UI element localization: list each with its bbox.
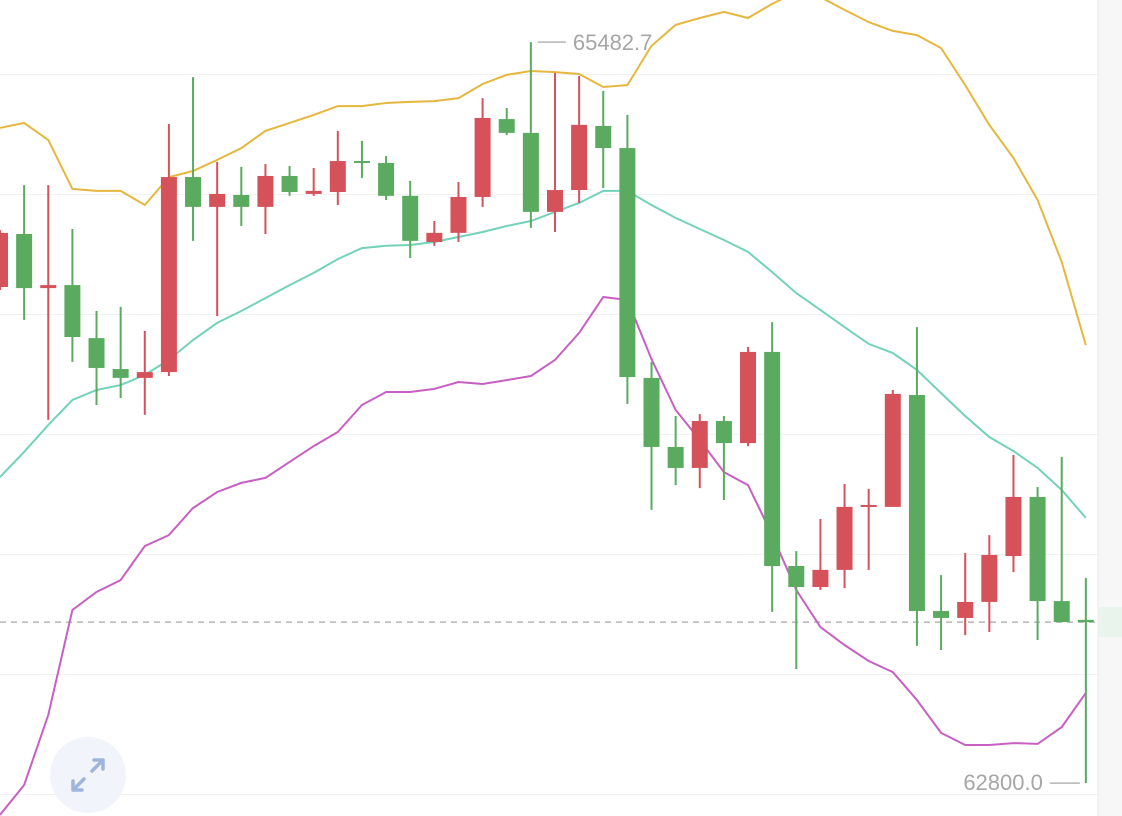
middle-band (0, 189, 1087, 519)
lower-band (0, 295, 1087, 816)
candle-body (136, 372, 153, 378)
candle-body (884, 393, 901, 507)
candle-body (740, 351, 757, 444)
candle-body (305, 190, 322, 194)
candle-body (691, 420, 708, 468)
candle-body (764, 351, 781, 567)
candle-body (1077, 619, 1094, 623)
candle-body (329, 161, 346, 192)
low-label: 62800.0 (963, 770, 1043, 795)
candle-body (981, 554, 998, 602)
expand-button[interactable] (50, 737, 126, 813)
candle-body (40, 285, 57, 289)
candle-body (1053, 601, 1070, 623)
candle-body (450, 196, 467, 233)
candle-body (715, 420, 732, 444)
candle-body (209, 193, 226, 207)
candle-body (522, 132, 539, 212)
candle-body (474, 117, 491, 197)
candle-body (426, 232, 443, 242)
candle-body (933, 611, 950, 618)
candle-body (498, 119, 515, 133)
expand-icon[interactable] (71, 758, 105, 792)
candle-body (571, 124, 588, 191)
candle-body (595, 125, 612, 149)
candle-body (788, 566, 805, 588)
candle-body (185, 177, 202, 207)
candle-body (64, 285, 81, 338)
current-price-tag (1099, 607, 1122, 638)
candle-body (1005, 496, 1022, 557)
candle-body (1029, 496, 1046, 602)
candle-body (257, 175, 274, 207)
candle-body (16, 233, 33, 289)
candle-body (908, 395, 925, 612)
candle-body (667, 446, 684, 468)
price-axis-panel (1098, 0, 1122, 816)
candle-body (112, 369, 129, 378)
candle-body (281, 175, 298, 192)
candle-body (353, 161, 370, 164)
candle-body (378, 162, 395, 196)
candle-body (88, 338, 105, 368)
candle-body (160, 177, 177, 373)
candle-body (233, 195, 250, 207)
candle-body (546, 190, 563, 212)
upper-band (0, 0, 1087, 346)
candle-body (0, 232, 8, 288)
candle-body (836, 506, 853, 570)
candle-body (860, 504, 877, 507)
candle-body (402, 195, 419, 241)
candle-body (643, 377, 660, 447)
candle-body (812, 569, 829, 588)
candle-body (619, 148, 636, 378)
candle-body (957, 601, 974, 618)
high-label: 65482.7 (573, 30, 653, 55)
expand-button-bg[interactable] (50, 737, 126, 813)
